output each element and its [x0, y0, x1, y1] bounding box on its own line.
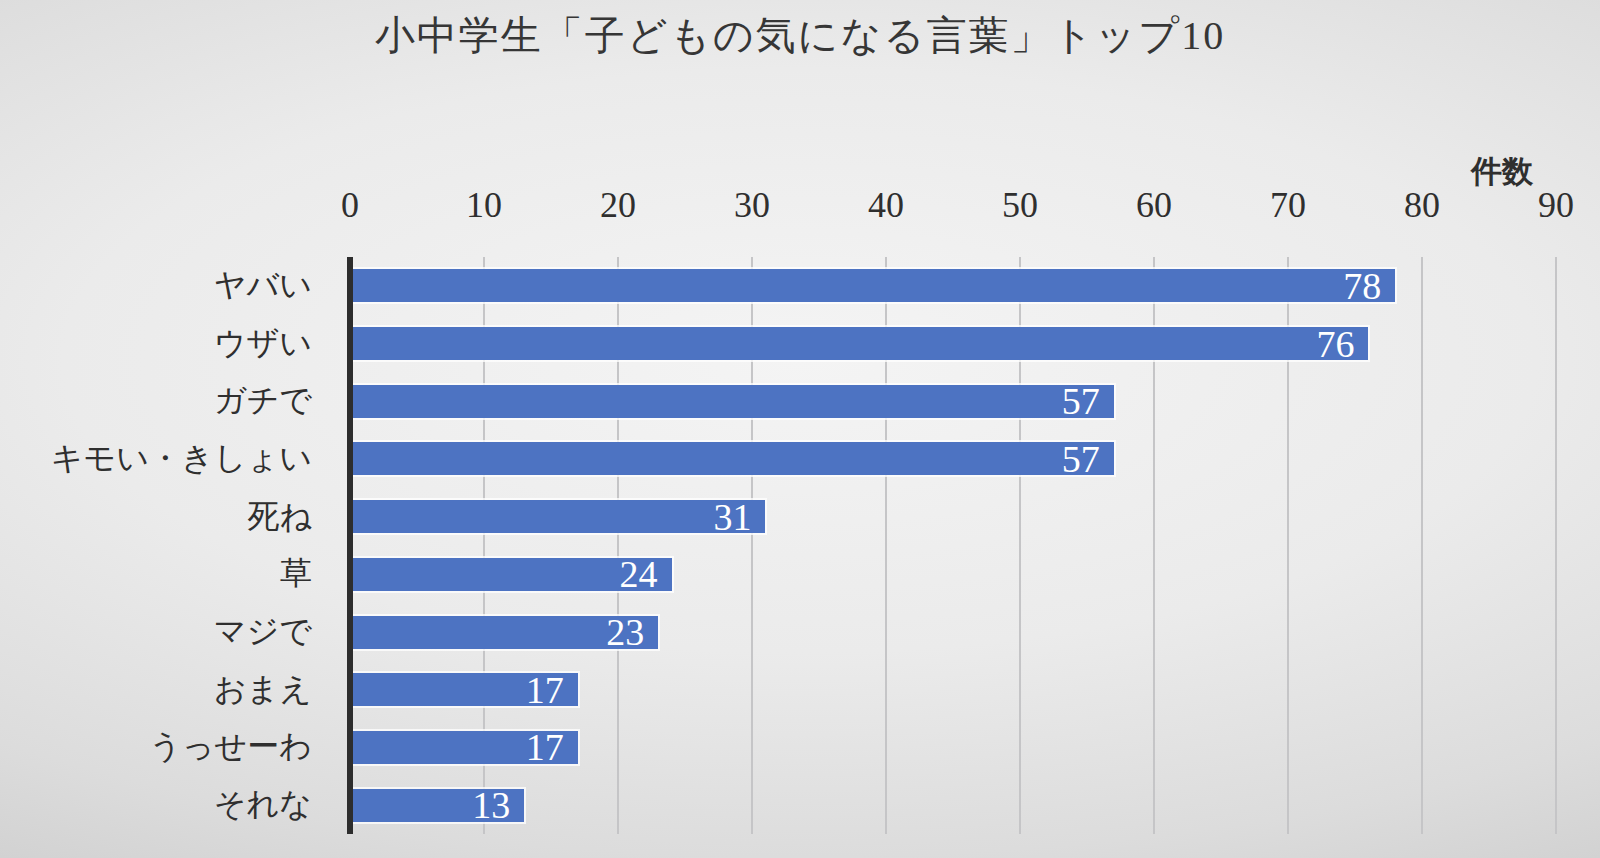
category-label-0: ヤバい	[0, 264, 312, 308]
gridline-90	[1555, 257, 1557, 834]
bar-9: 13	[350, 789, 524, 822]
bar-1: 76	[350, 327, 1368, 360]
bar-value-label: 76	[1316, 325, 1368, 363]
bar-2: 57	[350, 385, 1114, 418]
category-label-9: それな	[0, 783, 312, 827]
bar-value-label: 23	[606, 613, 658, 651]
x-tick-70: 70	[1270, 184, 1306, 226]
x-tick-0: 0	[341, 184, 359, 226]
x-axis-label: 件数	[1471, 151, 1533, 193]
chart-title: 小中学生「子どもの気になる言葉」トップ10	[0, 8, 1600, 63]
category-label-3: キモい・きしょい	[0, 437, 312, 481]
bar-0: 78	[350, 269, 1395, 302]
x-tick-10: 10	[466, 184, 502, 226]
bar-value-label: 31	[713, 498, 765, 536]
x-tick-50: 50	[1002, 184, 1038, 226]
x-tick-30: 30	[734, 184, 770, 226]
category-label-7: おまえ	[0, 668, 312, 712]
x-tick-40: 40	[868, 184, 904, 226]
x-tick-90: 90	[1538, 184, 1574, 226]
category-label-1: ウザい	[0, 322, 312, 366]
bar-7: 17	[350, 673, 578, 706]
bar-4: 31	[350, 500, 765, 533]
category-label-6: マジで	[0, 610, 312, 654]
gridline-80	[1421, 257, 1423, 834]
bar-8: 17	[350, 731, 578, 764]
chart-canvas: 小中学生「子どもの気になる言葉」トップ10 件数 0 10 20 30 40 50 60 70…	[0, 0, 1600, 858]
bar-value-label: 17	[526, 728, 578, 766]
bar-value-label: 57	[1062, 382, 1114, 420]
category-label-8: うっせーわ	[0, 725, 312, 769]
bar-value-label: 13	[472, 786, 524, 824]
bar-value-label: 57	[1062, 440, 1114, 478]
bar-value-label: 24	[620, 555, 672, 593]
x-tick-20: 20	[600, 184, 636, 226]
y-axis-line	[347, 257, 353, 834]
x-tick-60: 60	[1136, 184, 1172, 226]
bar-6: 23	[350, 616, 658, 649]
category-label-5: 草	[0, 552, 312, 596]
bar-value-label: 78	[1343, 267, 1395, 305]
bar-5: 24	[350, 558, 672, 591]
bar-value-label: 17	[526, 671, 578, 709]
category-label-2: ガチで	[0, 379, 312, 423]
category-label-4: 死ね	[0, 495, 312, 539]
bar-3: 57	[350, 442, 1114, 475]
x-tick-80: 80	[1404, 184, 1440, 226]
